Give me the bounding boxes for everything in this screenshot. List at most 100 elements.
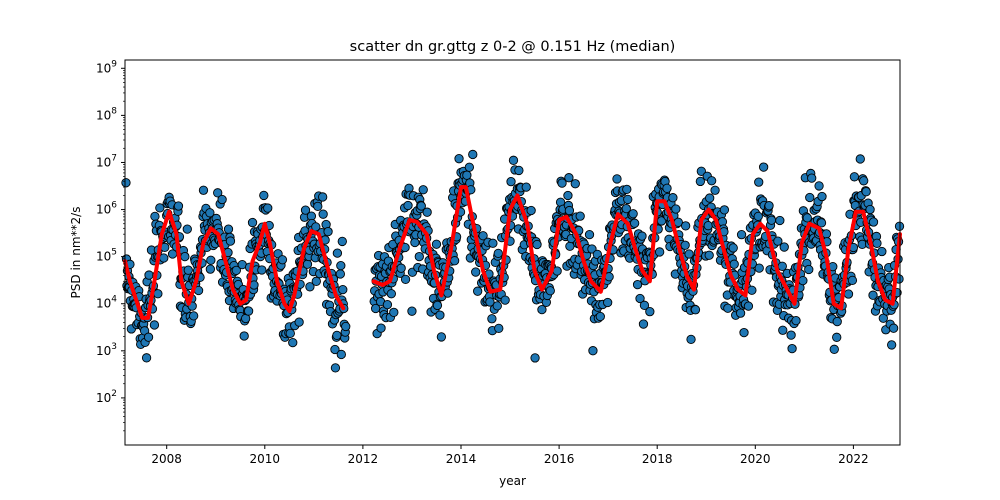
median-line [371,185,902,311]
scatter-point [703,221,713,231]
scatter-point [621,203,631,214]
scatter-point [656,216,667,226]
scatter-point [855,154,865,164]
scatter-point [849,172,860,182]
scatter-point [832,332,842,342]
scatter-point [149,320,160,330]
scatter-point [521,182,531,192]
scatter-point [386,289,396,299]
scatter-point [330,344,340,355]
scatter-point [189,311,199,321]
scatter-point [213,188,223,198]
scatter-point [754,177,764,187]
x-axis-title: year [499,474,526,488]
scatter-point [662,183,672,193]
scatter-point [311,276,321,286]
scatter-point [537,304,547,315]
scatter-point [847,275,858,286]
scatter-point [816,218,827,228]
y-axis-title: PSD in nm**2/s [69,207,83,299]
x-tick-label: 2016 [544,452,575,466]
scatter-point [570,179,580,189]
scatter-point [728,243,738,253]
scatter-point [500,295,510,305]
scatter-point [180,251,190,262]
scatter-point [323,226,333,237]
scatter-point [141,353,152,363]
scatter-point [639,300,650,310]
scatter-point [695,176,706,187]
scatter-point [332,330,342,341]
scatter-point [468,149,478,160]
scatter-point [729,259,739,269]
scatter-point [257,265,267,275]
x-tick-label: 2008 [151,452,182,466]
scatter-point [564,173,574,183]
scatter-point [243,306,254,316]
scatter-point [680,240,690,250]
scatter-point [622,184,632,195]
scatter-point [526,205,536,216]
scatter-point [473,286,483,296]
scatter-point [603,297,613,308]
scatter-point [552,266,562,276]
scatter-point [259,190,269,201]
scatter-point [532,239,542,250]
scatter-point [628,209,638,219]
scatter-point [575,211,585,221]
scatter-point [814,181,824,191]
scatter-point [288,337,298,348]
x-tick-label: 2012 [348,452,379,466]
scatter-point [681,221,691,231]
scatter-point [414,251,424,262]
scatter-point [686,334,696,345]
scatter-point [436,332,447,342]
scatter-point [861,187,871,197]
scatter-point [743,301,754,311]
scatter-point [422,207,432,217]
y-tick-label: 109 [96,59,117,75]
scatter-point [494,323,504,334]
y-tick-label: 102 [96,389,117,405]
scatter-point [671,204,681,214]
scatter-point [595,311,605,322]
scatter-point [231,265,241,275]
scatter-point [396,263,406,273]
x-tick-label: 2018 [642,452,673,466]
scatter-point [754,263,764,273]
scatter-point [584,229,595,240]
scatter-point [736,230,747,240]
scatter-point [182,224,192,234]
scatter-point [382,299,393,310]
scatter-point [225,236,236,246]
scatter-point [300,205,311,215]
scatter-point [753,211,763,222]
scatter-point [690,305,701,315]
scatter-point [723,303,733,313]
scatter-point [557,178,567,188]
scatter-point [758,162,769,172]
scatter-point [198,185,209,195]
y-axis: 102 103 104 105 106 107 108 109 [96,59,125,432]
scatter-point [804,264,814,275]
scatter-point [807,173,817,183]
scatter-point [239,331,249,341]
scatter-point [206,255,216,265]
scatter-point [223,224,234,234]
scatter-point [739,327,749,338]
scatter-point [888,323,899,333]
scatter-point [779,242,789,252]
scatter-point [564,205,575,216]
scatter-point [488,238,498,248]
scatter-point [336,349,346,360]
scatter-point [153,289,163,299]
scatter-point [418,185,428,195]
scatter-point [843,289,854,299]
scatter-point [637,231,647,241]
median-line-layer [123,185,902,320]
scatter-point [705,193,715,203]
scatter-point [887,340,897,350]
scatter-point [612,174,622,184]
y-tick-label: 107 [96,153,117,169]
scatter-point [563,190,573,201]
